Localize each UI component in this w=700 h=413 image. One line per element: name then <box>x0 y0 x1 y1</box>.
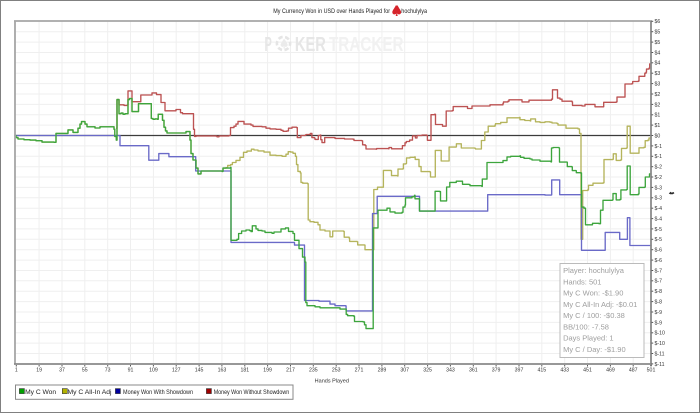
svg-text:343: 343 <box>446 367 455 373</box>
svg-text:163: 163 <box>218 367 227 373</box>
svg-text:My C All-In Adj: My C All-In Adj <box>68 390 112 396</box>
svg-text:$-3: $-3 <box>655 185 663 191</box>
svg-text:hochulylya: hochulylya <box>401 8 427 15</box>
svg-text:127: 127 <box>172 367 181 373</box>
svg-text:$-4: $-4 <box>655 206 663 212</box>
svg-text:253: 253 <box>332 367 341 373</box>
svg-text:$-9: $-9 <box>655 320 663 326</box>
svg-text:451: 451 <box>583 367 592 373</box>
svg-text:501: 501 <box>647 367 656 373</box>
svg-text:Days Played: 1: Days Played: 1 <box>563 334 613 343</box>
svg-text:$0: $0 <box>655 133 661 139</box>
svg-text:307: 307 <box>400 367 409 373</box>
svg-text:My C Won: -$1.90: My C Won: -$1.90 <box>563 289 623 298</box>
svg-text:$-3: $-3 <box>655 196 663 202</box>
svg-text:$1: $1 <box>655 123 661 129</box>
svg-text:BB/100: -7.58: BB/100: -7.58 <box>563 322 609 331</box>
svg-text:My C Won: My C Won <box>25 390 56 396</box>
svg-text:199: 199 <box>263 367 272 373</box>
svg-text:Hands: 501: Hands: 501 <box>563 277 601 286</box>
svg-text:$-11: $-11 <box>655 362 665 368</box>
svg-text:$-4: $-4 <box>655 217 663 223</box>
svg-text:My Currency Won in USD over Ha: My Currency Won in USD over Hands Played… <box>273 8 390 15</box>
svg-text:Money Won With Showdown: Money Won With Showdown <box>123 390 193 396</box>
svg-text:$-8: $-8 <box>655 300 663 306</box>
svg-text:$4: $4 <box>655 61 661 67</box>
svg-text:$1: $1 <box>655 113 661 119</box>
svg-text:91: 91 <box>128 367 134 373</box>
svg-text:433: 433 <box>560 367 569 373</box>
svg-text:$-2: $-2 <box>655 165 663 171</box>
svg-text:$6: $6 <box>655 19 661 25</box>
svg-text:Player: hochulylya: Player: hochulylya <box>563 266 625 275</box>
svg-text:P: P <box>265 33 272 56</box>
svg-text:$4: $4 <box>655 50 661 56</box>
svg-text:469: 469 <box>606 367 615 373</box>
svg-text:487: 487 <box>629 367 638 373</box>
svg-text:TRACKER: TRACKER <box>329 33 404 56</box>
svg-text:KER: KER <box>295 33 326 56</box>
svg-text:109: 109 <box>149 367 158 373</box>
svg-text:325: 325 <box>423 367 432 373</box>
svg-text:$-2: $-2 <box>655 175 663 181</box>
svg-text:$-6: $-6 <box>655 248 663 254</box>
svg-text:$-9: $-9 <box>655 310 663 316</box>
svg-text:Money Won Without Showdown: Money Won Without Showdown <box>214 390 290 396</box>
svg-text:73: 73 <box>105 367 111 373</box>
svg-text:145: 145 <box>195 367 204 373</box>
svg-text:289: 289 <box>378 367 387 373</box>
svg-text:415: 415 <box>537 367 546 373</box>
svg-text:397: 397 <box>515 367 524 373</box>
svg-text:My C / 100: -$0.38: My C / 100: -$0.38 <box>563 311 625 320</box>
svg-text:$-1: $-1 <box>655 144 663 150</box>
svg-text:$-7: $-7 <box>655 279 663 285</box>
svg-text:Hands Played: Hands Played <box>315 378 349 384</box>
svg-text:$-7: $-7 <box>655 268 663 274</box>
svg-text:$-1: $-1 <box>655 154 663 160</box>
svg-text:217: 217 <box>286 367 295 373</box>
svg-text:1: 1 <box>15 367 18 373</box>
svg-text:19: 19 <box>36 367 42 373</box>
svg-text:$3: $3 <box>655 82 661 88</box>
svg-text:My C / Day: -$1.90: My C / Day: -$1.90 <box>563 345 626 354</box>
svg-text:361: 361 <box>469 367 478 373</box>
svg-text:$5: $5 <box>655 40 661 46</box>
svg-text:$-11: $-11 <box>655 351 665 357</box>
svg-text:55: 55 <box>82 367 88 373</box>
svg-text:$-6: $-6 <box>655 258 663 264</box>
svg-text:37: 37 <box>59 367 65 373</box>
svg-text:$-5: $-5 <box>655 237 663 243</box>
svg-text:$3: $3 <box>655 71 661 77</box>
svg-text:235: 235 <box>309 367 318 373</box>
svg-text:271: 271 <box>355 367 364 373</box>
svg-text:379: 379 <box>492 367 501 373</box>
svg-text:My C All-In Adj: -$0.01: My C All-In Adj: -$0.01 <box>563 300 637 309</box>
svg-text:$2: $2 <box>655 102 661 108</box>
svg-text:$-10: $-10 <box>655 331 665 337</box>
svg-text:$-8: $-8 <box>655 289 663 295</box>
svg-text:$5: $5 <box>655 30 661 36</box>
svg-text:$2: $2 <box>655 92 661 98</box>
svg-text:$-10: $-10 <box>655 341 665 347</box>
svg-text:181: 181 <box>240 367 249 373</box>
svg-text:$-5: $-5 <box>655 227 663 233</box>
